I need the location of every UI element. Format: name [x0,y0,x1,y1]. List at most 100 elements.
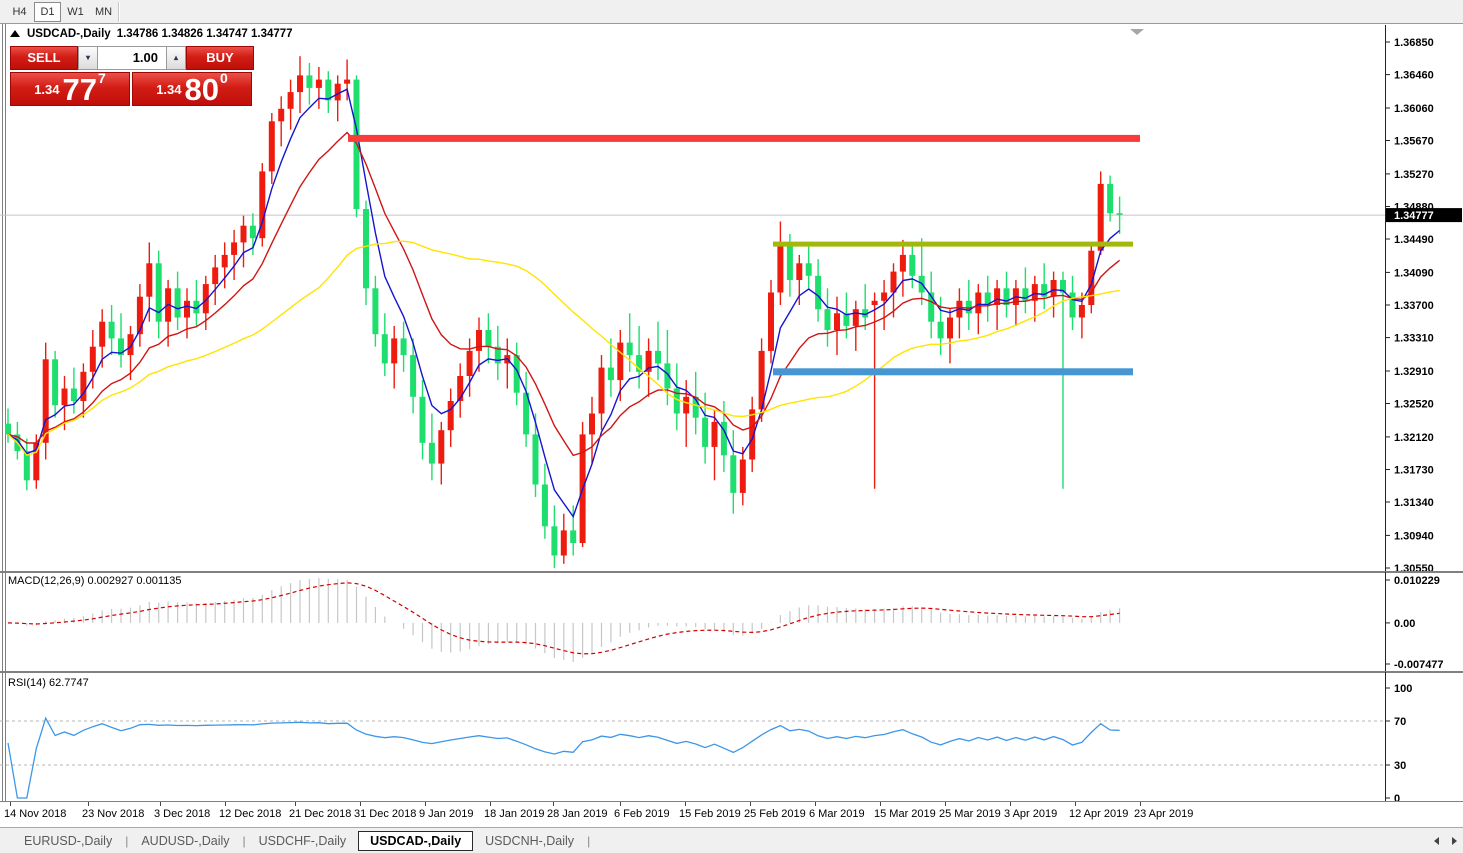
chart-shift-marker-icon[interactable] [1130,29,1144,35]
tab-scroll-right-icon[interactable] [1452,837,1457,845]
macd-signal-line [7,582,1120,655]
date-label: 6 Mar 2019 [809,808,865,820]
rsi-label: RSI(14) 62.7747 [8,677,89,689]
svg-text:1.31340: 1.31340 [1394,497,1434,509]
macd-axis-labels: 0.010229 0.00 -0.007477 [1385,575,1444,671]
chart-tab-usdcad[interactable]: USDCAD-,Daily [358,830,474,851]
chart-tab-eurusd[interactable]: EURUSD-,Daily [24,833,113,848]
date-label: 15 Mar 2019 [874,808,936,820]
svg-text:1.35670: 1.35670 [1394,136,1434,148]
chart-title: USDCAD-,Daily 1.34786 1.34826 1.34747 1.3… [10,28,299,40]
svg-text:1.32120: 1.32120 [1394,432,1434,444]
date-axis[interactable]: 14 Nov 2018 23 Nov 2018 3 Dec 2018 12 Dec 2… [0,802,1463,827]
period-button-w1[interactable]: W1 [67,6,84,18]
date-tick [1140,802,1141,806]
period-button-h4[interactable]: H4 [12,6,27,18]
date-tick [750,802,751,806]
chart-tab-bar: EURUSD-,Daily | AUDUSD-,Daily | USDCHF-,Dail… [0,827,1463,853]
period-toolbar: H4 D1 W1 MN [0,0,1463,24]
svg-text:1.34090: 1.34090 [1394,267,1434,279]
buy-price-panel[interactable]: 1.34 80 0 [132,70,252,107]
price-chart-panel[interactable]: 1.36850 1.36460 1.36060 1.35670 1.35270 1.348… [0,25,1463,577]
period-button-d1[interactable]: D1 [34,2,61,22]
price-axis-labels[interactable]: 1.368501.364601.360601.356701.352701.348… [1385,37,1434,575]
sell-price-big: 77 [62,72,97,107]
svg-text:70: 70 [1394,716,1406,728]
resistance-red-hline[interactable] [348,134,1140,142]
svg-text:30: 30 [1394,760,1406,772]
svg-text:1.33310: 1.33310 [1394,333,1434,345]
date-label: 3 Apr 2019 [1004,808,1058,820]
tab-separator: | [125,833,129,848]
current-price-value: 1.34777 [1394,210,1434,222]
volume-input[interactable]: 1.00 [98,46,166,70]
date-label: 18 Jan 2019 [484,808,545,820]
tab-scroll-left-icon[interactable] [1434,837,1439,845]
buy-price-prefix: 1.34 [156,82,182,97]
sell-price-sup: 7 [98,70,106,86]
chart-tabs: EURUSD-,Daily | AUDUSD-,Daily | USDCHF-,Dail… [12,828,591,853]
svg-text:0.00: 0.00 [1394,618,1415,630]
svg-text:0.010229: 0.010229 [1394,575,1440,587]
date-label: 12 Dec 2018 [219,808,282,820]
period-button-mn[interactable]: MN [94,6,113,18]
date-tick [1075,802,1076,806]
date-tick [160,802,161,806]
volume-increase-button[interactable]: ▴ [166,46,186,70]
macd-label: MACD(12,26,9) 0.002927 0.001135 [8,575,182,587]
chart-tab-usdchf[interactable]: USDCHF-,Daily [258,833,347,848]
rsi-axis-labels: 100 70 30 0 [1385,683,1412,805]
svg-text:1.31730: 1.31730 [1394,465,1434,477]
one-click-trading-panel: SELL ▾ 1.00 ▴ BUY 1.34 77 7 1.34 80 0 [10,46,254,106]
sell-price-panel[interactable]: 1.34 77 7 [10,70,130,107]
support-blue-hline[interactable] [773,368,1133,376]
ma-slow-line [7,240,1120,457]
chart-tab-audusd[interactable]: AUDUSD-,Daily [141,833,230,848]
buy-price-big: 80 [184,72,219,107]
date-label: 12 Apr 2019 [1069,808,1129,820]
date-tick [815,802,816,806]
rsi-chart[interactable]: 100 70 30 0 [0,672,1463,805]
tab-separator: | [587,833,591,848]
toolbar-separator [118,2,120,22]
date-label: 23 Nov 2018 [82,808,145,820]
date-tick [685,802,686,806]
sell-price-prefix: 1.34 [34,82,60,97]
date-label: 23 Apr 2019 [1134,808,1194,820]
date-label: 6 Feb 2019 [614,808,670,820]
date-tick [425,802,426,806]
svg-text:1.34490: 1.34490 [1394,234,1434,246]
date-label: 15 Feb 2019 [679,808,741,820]
volume-stepper: ▾ 1.00 ▴ [78,46,186,70]
price-chart[interactable]: 1.368501.364601.360601.356701.352701.348… [0,25,1463,575]
chart-symbol: USDCAD-,Daily [27,28,111,40]
macd-chart[interactable]: 0.010229 0.00 -0.007477 [0,572,1463,672]
buy-price-sup: 0 [220,70,228,86]
tab-separator: | [242,833,246,848]
svg-text:1.33700: 1.33700 [1394,300,1434,312]
chart-tab-usdcnh[interactable]: USDCNH-,Daily [485,833,575,848]
date-tick [553,802,554,806]
rsi-panel[interactable]: 100 70 30 0 [0,672,1463,807]
sell-button[interactable]: SELL [10,46,78,70]
chart-ohlc-values: 1.34786 1.34826 1.34747 1.34777 [116,28,293,40]
rsi-line [7,716,1120,799]
svg-text:1.36850: 1.36850 [1394,37,1434,49]
date-label: 14 Nov 2018 [4,808,67,820]
svg-text:1.36060: 1.36060 [1394,103,1434,115]
date-label: 25 Feb 2019 [744,808,806,820]
resistance-olive-hline[interactable] [773,241,1133,247]
date-tick [945,802,946,806]
date-tick [295,802,296,806]
svg-text:1.32520: 1.32520 [1394,399,1434,411]
buy-button[interactable]: BUY [186,46,254,70]
volume-decrease-button[interactable]: ▾ [78,46,98,70]
date-label: 21 Dec 2018 [289,808,352,820]
window-border-left [2,24,3,827]
macd-panel[interactable]: 0.010229 0.00 -0.007477 [0,572,1463,677]
date-label: 28 Jan 2019 [547,808,608,820]
date-tick [88,802,89,806]
date-tick [225,802,226,806]
symbol-marker-icon [10,30,20,37]
